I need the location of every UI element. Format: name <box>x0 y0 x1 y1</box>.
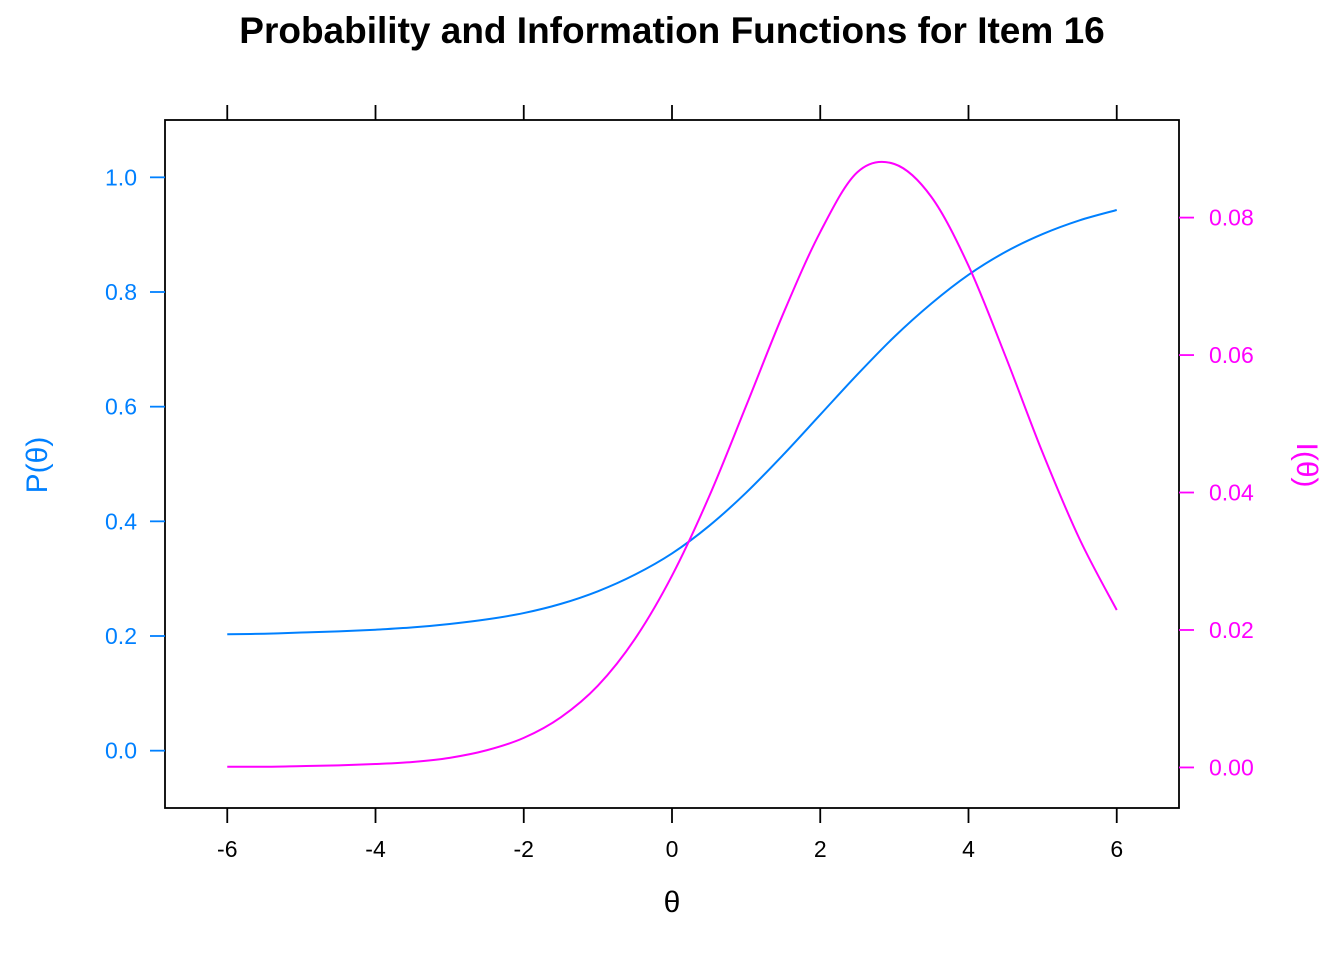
x-axis-bottom: -6 -4 -2 0 2 4 6 <box>217 808 1123 862</box>
right-tick-label: 0.06 <box>1209 342 1254 368</box>
left-tick-label: 0.2 <box>105 623 137 649</box>
probability-curve <box>227 209 1118 636</box>
left-y-axis-label: P(θ) <box>21 437 54 494</box>
x-tick-label: -2 <box>514 836 534 862</box>
plot-frame <box>164 119 1180 809</box>
x-tick-label: -4 <box>365 836 386 862</box>
chart-title: Probability and Information Functions fo… <box>239 10 1104 51</box>
information-curve <box>227 160 1118 768</box>
right-tick-label: 0.00 <box>1209 754 1254 780</box>
x-axis-top <box>226 105 1118 120</box>
left-tick-label: 0.4 <box>105 508 137 534</box>
series-layer <box>227 160 1118 768</box>
left-tick-label: 0.6 <box>105 394 137 420</box>
left-tick-label: 1.0 <box>105 164 137 190</box>
right-y-axis: 0.00 0.02 0.04 0.06 0.08 <box>1179 205 1254 780</box>
left-tick-label: 0.0 <box>105 738 137 764</box>
right-tick-label: 0.08 <box>1209 205 1254 231</box>
x-axis-label: θ <box>664 886 681 919</box>
x-tick-label: 4 <box>962 836 975 862</box>
left-tick-label: 0.8 <box>105 279 137 305</box>
right-y-axis-label: I(θ) <box>1290 443 1323 488</box>
left-y-axis: 0.0 0.2 0.4 0.6 0.8 1.0 <box>105 164 165 764</box>
x-tick-label: 0 <box>666 836 679 862</box>
x-tick-label: -6 <box>217 836 237 862</box>
x-tick-label: 6 <box>1110 836 1123 862</box>
right-tick-label: 0.02 <box>1209 617 1254 643</box>
right-tick-label: 0.04 <box>1209 480 1254 506</box>
x-tick-label: 2 <box>814 836 827 862</box>
